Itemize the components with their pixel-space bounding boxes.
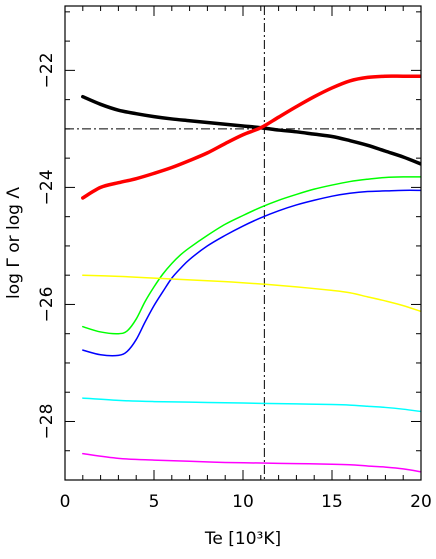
x-tick-label: 0 (60, 492, 71, 512)
y-tick-label: −26 (37, 286, 57, 322)
series-layer (81, 74, 421, 473)
series-line-6 (82, 397, 421, 413)
series-line-3 (82, 176, 421, 335)
x-tick-label: 5 (149, 492, 160, 512)
reference-lines (65, 6, 421, 480)
tick-layer: 0 5 10 15 20 −22 −24 −26 −28 (37, 6, 432, 512)
y-tick-label: −22 (37, 52, 57, 88)
y-tick-label: −24 (37, 169, 57, 205)
series-line-1 (81, 94, 421, 166)
series-line-4 (82, 189, 421, 357)
x-tick-label: 15 (321, 492, 343, 512)
y-axis-title: log Γ or log Λ (4, 187, 24, 299)
x-tick-label: 10 (232, 492, 254, 512)
y-tick-label: −28 (37, 404, 57, 440)
series-line-5 (82, 274, 421, 313)
series-line-2 (81, 74, 421, 200)
x-axis-title: Te [10³K] (204, 529, 281, 549)
series-line-7 (82, 452, 421, 473)
x-tick-label: 20 (410, 492, 432, 512)
